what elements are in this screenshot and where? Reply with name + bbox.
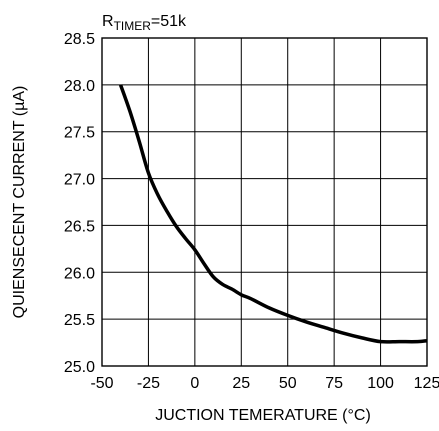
y-tick-label: 27.5 <box>64 125 95 142</box>
annotation-subscript: TIMER <box>114 19 152 33</box>
x-axis-tick-labels: -50 -25 0 25 50 75 100 125 <box>90 375 439 392</box>
y-tick-label: 27.0 <box>64 172 95 189</box>
y-tick-label: 28.5 <box>64 31 95 48</box>
x-tick-label: 50 <box>279 375 297 392</box>
annotation-suffix: =51k <box>151 13 187 30</box>
y-tick-label: 25.0 <box>64 359 95 376</box>
r-timer-annotation: RTIMER=51k <box>102 13 187 33</box>
y-axis-tick-labels: 25.0 25.5 26.0 26.5 27.0 27.5 28.0 28.5 <box>64 31 95 376</box>
plot-frame <box>101 37 428 367</box>
y-tick-label: 25.5 <box>64 312 95 329</box>
x-tick-label: -50 <box>90 375 113 392</box>
y-tick-label: 28.0 <box>64 78 95 95</box>
series-layer <box>118 84 428 344</box>
x-tick-label: 125 <box>414 375 439 392</box>
x-tick-label: 100 <box>367 375 394 392</box>
series-line <box>118 84 428 344</box>
x-tick-label: 0 <box>190 375 199 392</box>
grid <box>101 37 428 367</box>
x-tick-label: 75 <box>325 375 343 392</box>
y-tick-label: 26.0 <box>64 265 95 282</box>
x-tick-label: -25 <box>137 375 160 392</box>
x-tick-label: 25 <box>232 375 250 392</box>
x-axis-label: JUCTION TEMERATURE (°C) <box>155 407 371 424</box>
y-axis-label: QUIENSECENT CURRENT (µA) <box>11 86 28 319</box>
annotation-prefix: R <box>102 13 114 30</box>
y-tick-label: 26.5 <box>64 218 95 235</box>
